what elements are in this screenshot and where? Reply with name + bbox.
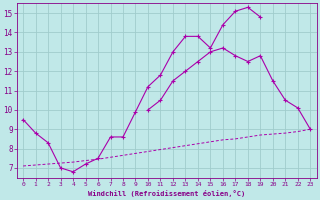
X-axis label: Windchill (Refroidissement éolien,°C): Windchill (Refroidissement éolien,°C) <box>88 190 245 197</box>
